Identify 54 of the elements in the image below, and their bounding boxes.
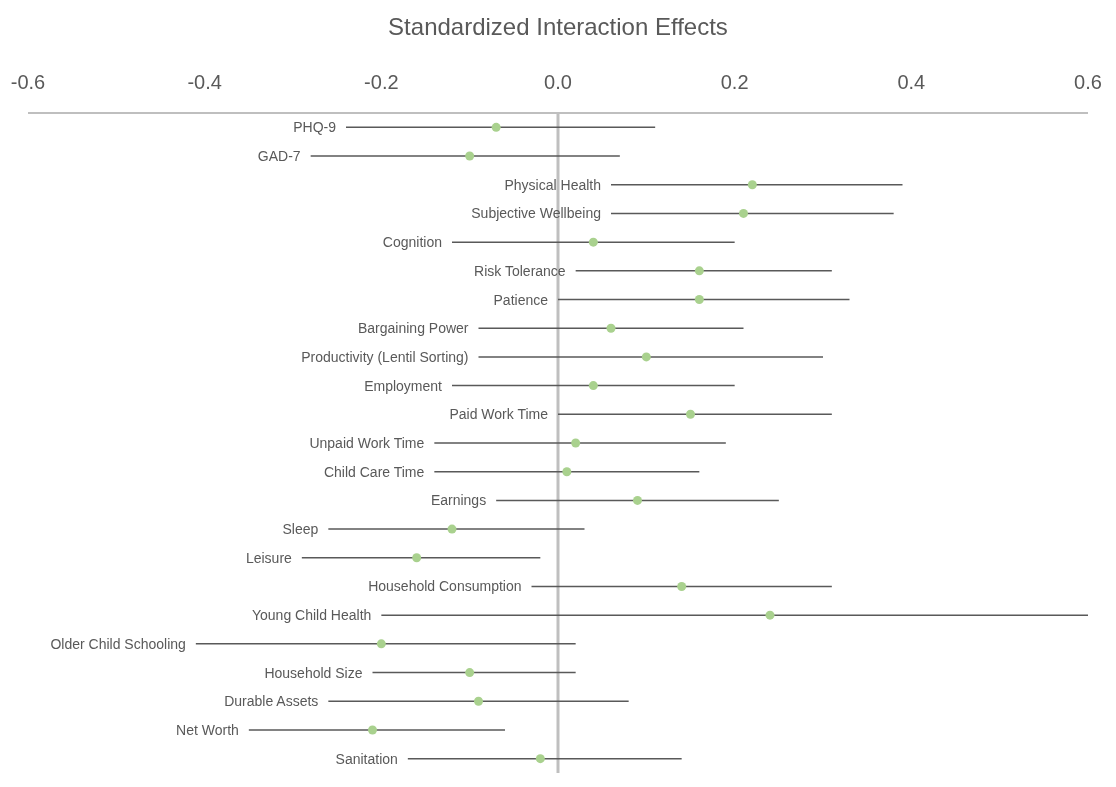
point — [739, 208, 748, 218]
point — [641, 352, 651, 362]
y-tick-label: Productivity (Lentil Sorting) — [301, 348, 469, 365]
y-tick-label: Leisure — [245, 549, 293, 566]
point — [747, 180, 757, 190]
y-tick-label: Net Worth — [176, 721, 239, 738]
point — [571, 438, 581, 448]
point — [412, 553, 422, 563]
y-tick-label: Risk Tolerance — [474, 262, 566, 279]
y-tick-label: Household Consumption — [368, 578, 522, 595]
point — [765, 610, 775, 620]
point — [694, 266, 704, 276]
point — [694, 295, 704, 305]
point — [606, 323, 616, 333]
point — [633, 495, 642, 505]
y-tick-label: Child Care Time — [323, 463, 425, 480]
y-tick-label: Earnings — [430, 492, 487, 509]
y-tick-label: Durable Assets — [224, 693, 319, 710]
point — [376, 639, 386, 649]
y-tick-label: Older Child Schooling — [50, 635, 186, 652]
y-tick-label: Unpaid Work Time — [309, 435, 425, 451]
y-tick-label: Physical Health — [504, 176, 601, 193]
x-tick-label: 0.4 — [897, 71, 926, 93]
x-tick-label: 0.2 — [720, 71, 749, 93]
point — [465, 151, 475, 161]
x-tick-label: -0.6 — [10, 71, 46, 93]
point — [588, 381, 598, 391]
point — [562, 467, 572, 477]
y-tick-label: Sanitation — [335, 750, 398, 767]
point — [465, 668, 475, 678]
y-tick-label: GAD-7 — [257, 148, 301, 165]
y-tick-label: Young Child Health — [251, 607, 372, 624]
y-tick-label: Patience — [493, 291, 549, 308]
y-tick-label: Bargaining Power — [357, 320, 469, 337]
point — [491, 122, 501, 132]
point — [677, 581, 687, 591]
x-tick-label: 0.6 — [1074, 71, 1102, 93]
y-tick-label: Cognition — [382, 234, 442, 251]
x-tick-label: -0.4 — [187, 71, 222, 93]
point — [474, 696, 483, 706]
y-tick-label: Household Size — [264, 664, 363, 681]
x-tick-label: -0.2 — [364, 71, 399, 93]
point — [535, 754, 545, 764]
y-tick-label: Subjective Wellbeing — [471, 205, 601, 222]
point — [588, 237, 598, 247]
point — [447, 524, 457, 534]
point — [686, 409, 695, 419]
x-axis-title: Standardized Interaction Effects — [388, 13, 728, 41]
y-tick-label: Sleep — [282, 521, 319, 538]
y-tick-label: Paid Work Time — [449, 406, 549, 423]
y-tick-label: PHQ-9 — [293, 119, 337, 136]
point — [368, 725, 377, 735]
y-tick-label: Employment — [364, 377, 443, 394]
x-tick-label: 0.0 — [544, 71, 572, 93]
